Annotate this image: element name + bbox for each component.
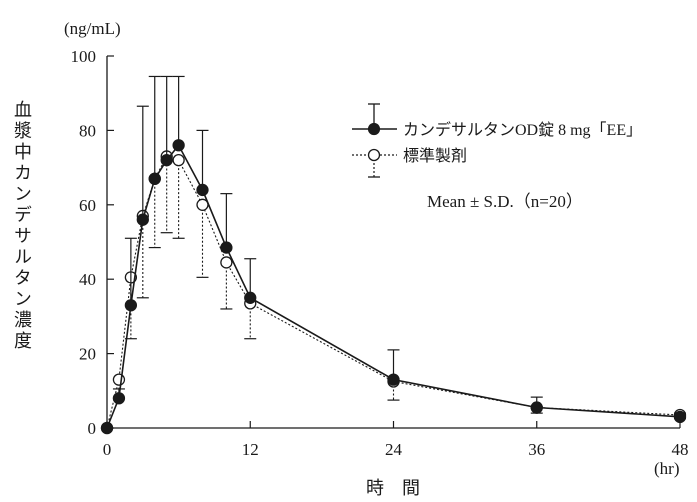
filled-circle-point (244, 291, 257, 304)
filled-circle-point (673, 410, 687, 423)
y-tick-label: 80 (79, 121, 96, 140)
open-circle-point (112, 373, 126, 386)
y-tick-label: 40 (79, 270, 96, 289)
legend-label-test: カンデサルタンOD錠 8 mg「EE」 (403, 120, 642, 139)
axes: 0 20 40 60 80 100 0 12 24 36 48 (71, 47, 689, 459)
x-axis-label: 時 間 (366, 478, 420, 498)
y-tick-label: 100 (71, 47, 97, 66)
filled-circle-point (220, 241, 233, 254)
y-tick-label: 0 (88, 419, 97, 438)
filled-circle-point (387, 373, 400, 386)
series-test (100, 75, 687, 435)
legend-open-circle-marker (367, 148, 381, 162)
filled-circle-point (160, 154, 173, 167)
filled-circle-point (136, 213, 149, 226)
filled-circle-point (196, 183, 209, 197)
x-unit-label: (hr) (654, 459, 679, 478)
y-tick-label: 20 (79, 345, 96, 364)
open-circle-point (172, 154, 185, 167)
filled-circle-point (124, 299, 138, 312)
x-tick-label: 24 (385, 440, 403, 459)
filled-circle-point (530, 401, 543, 414)
legend-label-reference: 標準製剤 (403, 147, 467, 165)
filled-circle-point (172, 139, 185, 152)
x-tick-label: 36 (528, 440, 545, 459)
filled-circle-point (100, 421, 114, 435)
series-layer (100, 75, 687, 435)
x-tick-label: 48 (672, 440, 689, 459)
mean-sd-annotation: Mean ± S.D.（n=20） (427, 192, 583, 211)
legend-filled-circle-marker (367, 122, 381, 136)
open-circle-point (220, 256, 233, 269)
y-axis-label: 血漿中カンデサルタン濃度 (11, 100, 32, 352)
x-tick-label: 12 (242, 440, 259, 459)
legend-item-test: カンデサルタンOD錠 8 mg「EE」 (352, 103, 642, 139)
legend-item-reference: 標準製剤 (352, 147, 467, 178)
filled-circle-point (112, 392, 126, 405)
y-tick-label: 60 (79, 196, 96, 215)
x-tick-label: 0 (103, 440, 112, 459)
markers (100, 139, 687, 435)
legend: カンデサルタンOD錠 8 mg「EE」 標準製剤 (352, 103, 642, 178)
series-reference (100, 150, 687, 435)
y-unit-label: (ng/mL) (64, 19, 121, 38)
filled-circle-point (148, 172, 161, 185)
